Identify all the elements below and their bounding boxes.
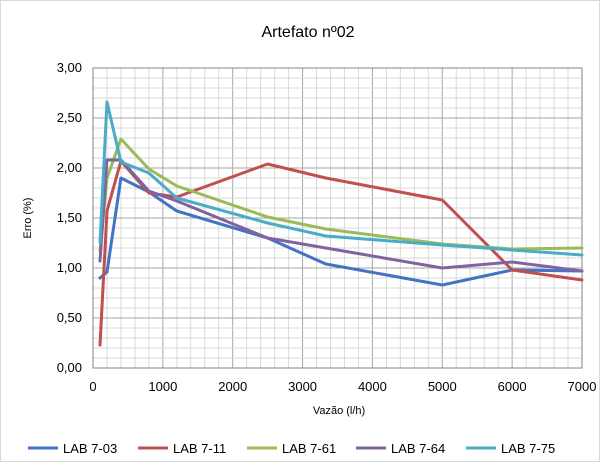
x-tick-label: 4000 (358, 379, 387, 394)
x-tick-label: 2000 (218, 379, 247, 394)
x-tick-label: 0 (89, 379, 96, 394)
x-tick-label: 3000 (288, 379, 317, 394)
x-tick-label: 7000 (568, 379, 597, 394)
x-axis-label: Vazão (l/h) (313, 405, 365, 417)
legend-item: LAB 7-64 (356, 441, 445, 456)
y-tick-label: 1,00 (57, 260, 82, 275)
y-tick-label: 0,00 (57, 360, 82, 375)
series-line-lab-7-11 (98, 159, 584, 347)
y-axis-ticks: 0,00 0,50 1,00 1,50 2,00 2,50 3,00 (57, 60, 82, 375)
legend-item: LAB 7-11 (138, 441, 226, 456)
y-axis-label: Erro (%) (22, 198, 34, 239)
y-tick-label: 1,50 (57, 210, 82, 225)
series-line-lab-7-03 (98, 176, 584, 287)
legend-label: LAB 7-64 (391, 441, 445, 456)
x-tick-label: 6000 (498, 379, 527, 394)
legend-item: LAB 7-61 (247, 441, 336, 456)
y-tick-label: 2,50 (57, 110, 82, 125)
legend-label: LAB 7-03 (63, 441, 117, 456)
y-tick-label: 2,00 (57, 160, 82, 175)
series-line-lab-7-64 (98, 158, 584, 273)
plot-area-border (92, 67, 583, 369)
x-tick-label: 5000 (428, 379, 457, 394)
y-tick-label: 0,50 (57, 310, 82, 325)
legend-item: LAB 7-03 (28, 441, 117, 456)
x-tick-label: 1000 (148, 379, 177, 394)
legend-label: LAB 7-75 (501, 441, 555, 456)
y-tick-label: 3,00 (57, 60, 82, 75)
chart-title: Artefato nº02 (261, 24, 354, 41)
series-lines (98, 100, 584, 347)
legend-label: LAB 7-61 (282, 441, 336, 456)
legend-label: LAB 7-11 (173, 441, 226, 456)
x-axis-ticks: 0 1000 2000 3000 4000 5000 6000 7000 (89, 379, 596, 394)
series-line-lab-7-75 (98, 100, 584, 257)
legend: LAB 7-03 LAB 7-11 LAB 7-61 LAB 7-64 LAB 7-75 (28, 441, 555, 456)
legend-item: LAB 7-75 (466, 441, 555, 456)
